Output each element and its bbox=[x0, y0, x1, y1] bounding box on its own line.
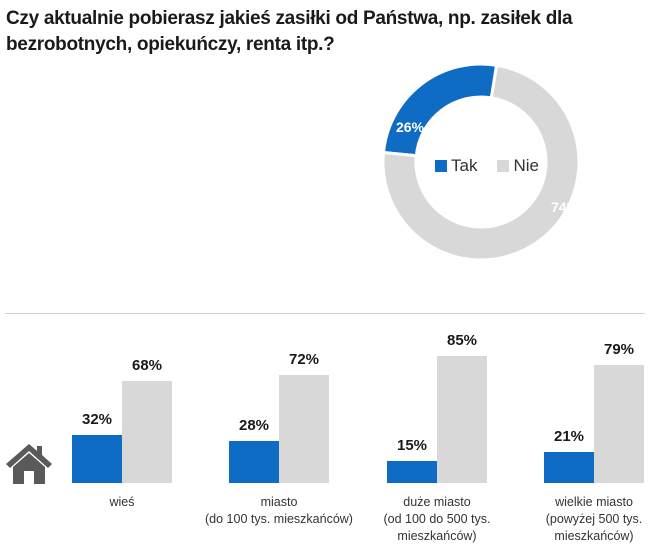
bar-nie bbox=[437, 355, 487, 483]
legend-label-tak: Tak bbox=[451, 156, 478, 175]
category-label: wielkie miasto (powyżej 500 tys. mieszkańc… bbox=[545, 495, 643, 543]
bar-value-tak: 21% bbox=[553, 427, 585, 445]
bar-value-tak: 15% bbox=[396, 436, 428, 454]
legend-item-nie: Nie bbox=[497, 156, 539, 176]
donut-slice-nie bbox=[381, 63, 581, 262]
chart-title: Czy aktualnie pobierasz jakieś zasiłki o… bbox=[6, 8, 573, 55]
bar-tak bbox=[544, 451, 594, 483]
section-divider bbox=[5, 313, 645, 314]
bar-tak bbox=[72, 435, 122, 483]
bar-nie bbox=[122, 381, 172, 483]
bar-tak bbox=[387, 460, 437, 483]
donut-label-tak: 26% bbox=[396, 119, 425, 135]
bar-nie bbox=[594, 364, 644, 483]
bar-value-nie: 72% bbox=[288, 351, 320, 368]
bar-nie bbox=[279, 375, 329, 483]
category-label: duże miasto (od 100 do 500 tys. mieszkańcó… bbox=[383, 495, 491, 543]
bar-value-nie: 79% bbox=[603, 340, 635, 358]
donut-slice-tak bbox=[381, 62, 499, 158]
category-label: miasto (do 100 tys. mieszkańców) bbox=[205, 495, 353, 526]
legend-swatch-tak bbox=[435, 160, 447, 172]
bar-value-nie: 68% bbox=[131, 357, 163, 374]
legend-swatch-nie bbox=[497, 160, 510, 172]
legend-item-tak: Tak bbox=[435, 156, 477, 176]
legend-label-nie: Nie bbox=[513, 156, 539, 175]
category-label: wieś bbox=[109, 495, 135, 509]
bar-value-tak: 28% bbox=[238, 417, 270, 434]
legend: Tak Nie bbox=[435, 156, 559, 176]
bar-tak bbox=[229, 441, 279, 483]
donut-label-nie: 74% bbox=[551, 199, 580, 215]
house-icon bbox=[6, 444, 52, 484]
donut-chart bbox=[381, 62, 581, 262]
bar-value-tak: 32% bbox=[81, 411, 113, 428]
bar-value-nie: 85% bbox=[446, 331, 478, 349]
